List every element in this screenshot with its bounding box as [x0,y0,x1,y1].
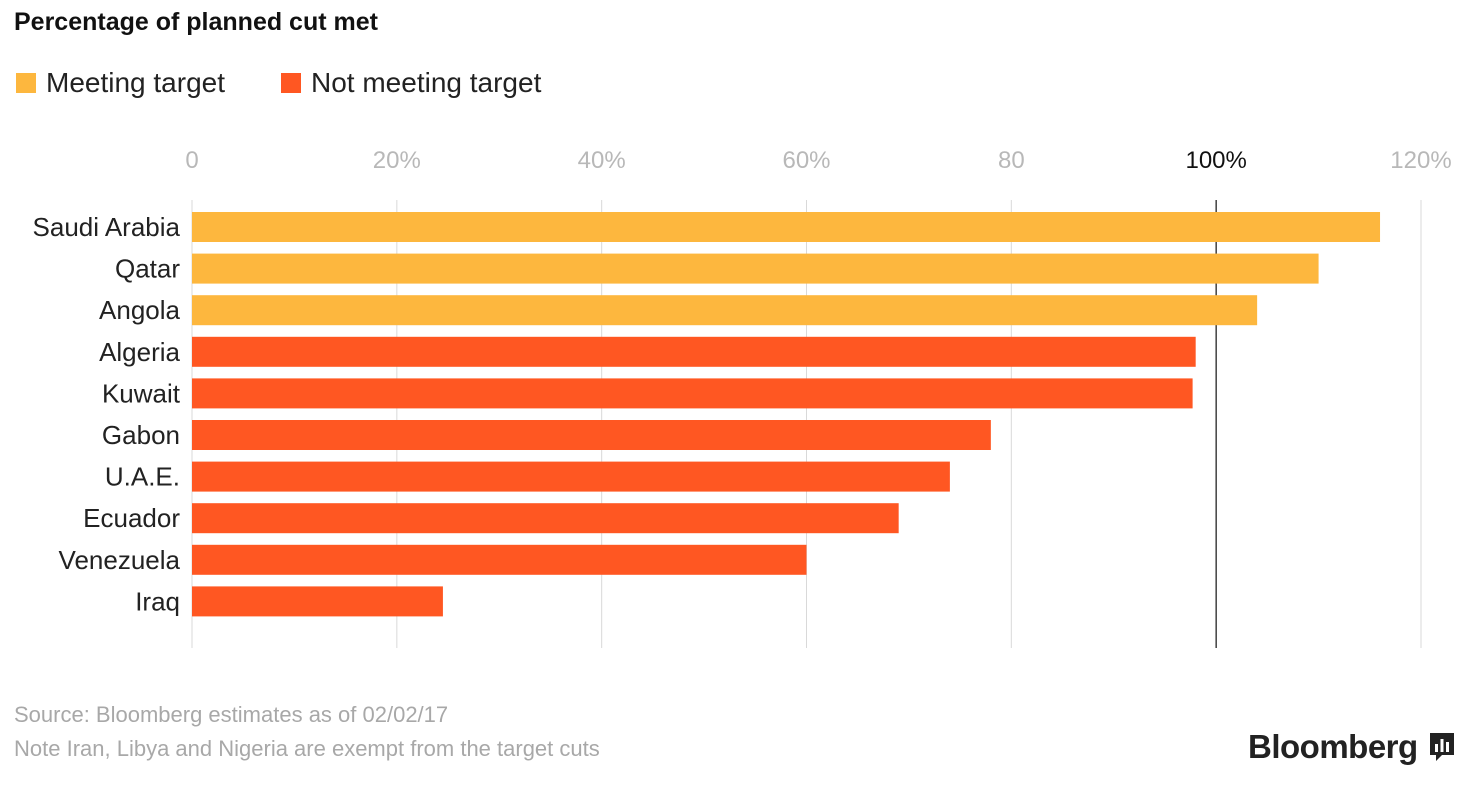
bloomberg-chart-icon [1429,733,1454,761]
exemption-note: Note Iran, Libya and Nigeria are exempt … [14,736,600,761]
x-tick-label: 40% [578,147,626,174]
y-category-label: Gabon [102,420,180,450]
y-category-label: Ecuador [83,503,180,533]
y-category-label: Iraq [135,586,180,616]
bar [192,378,1193,409]
y-category-label: Angola [99,295,180,325]
x-tick-label: 80 [998,147,1025,174]
y-category-label: Saudi Arabia [33,212,181,242]
bar [192,503,899,534]
x-tick-label: 60% [782,147,830,174]
x-tick-label: 20% [373,147,421,174]
legend: Meeting target Not meeting target [16,66,597,100]
y-category-label: Kuwait [102,378,181,408]
logo-text: Bloomberg [1248,728,1418,765]
source-note: Source: Bloomberg estimates as of 02/02/… [14,702,449,727]
legend-label-not-meeting: Not meeting target [311,67,542,98]
bar-chart: 0 20% 40% 60% 80 100% 120% Saudi Arabia Qatar Ang… [33,147,1452,648]
chart-title: Percentage of planned cut met [14,8,378,36]
y-category-label: U.A.E. [105,462,180,492]
bar [192,212,1381,242]
x-tick-label: 100% [1185,147,1246,174]
legend-item-not-meeting: Not meeting target [281,67,541,99]
bar [192,461,950,492]
y-category-label: Algeria [99,337,180,367]
y-category-label: Venezuela [59,545,181,575]
bloomberg-logo: Bloomberg [1248,728,1456,766]
legend-swatch-not-meeting [281,73,301,93]
bar [192,420,991,450]
x-tick-label: 120% [1390,147,1451,174]
bar [192,336,1196,367]
x-tick-label: 0 [185,147,198,174]
bar [192,586,443,617]
legend-item-meeting: Meeting target [16,67,225,99]
legend-swatch-meeting [16,73,36,93]
bar [192,544,807,575]
y-category-label: Qatar [115,254,180,284]
bar [192,253,1319,284]
bar [192,295,1258,326]
legend-label-meeting: Meeting target [46,67,225,98]
